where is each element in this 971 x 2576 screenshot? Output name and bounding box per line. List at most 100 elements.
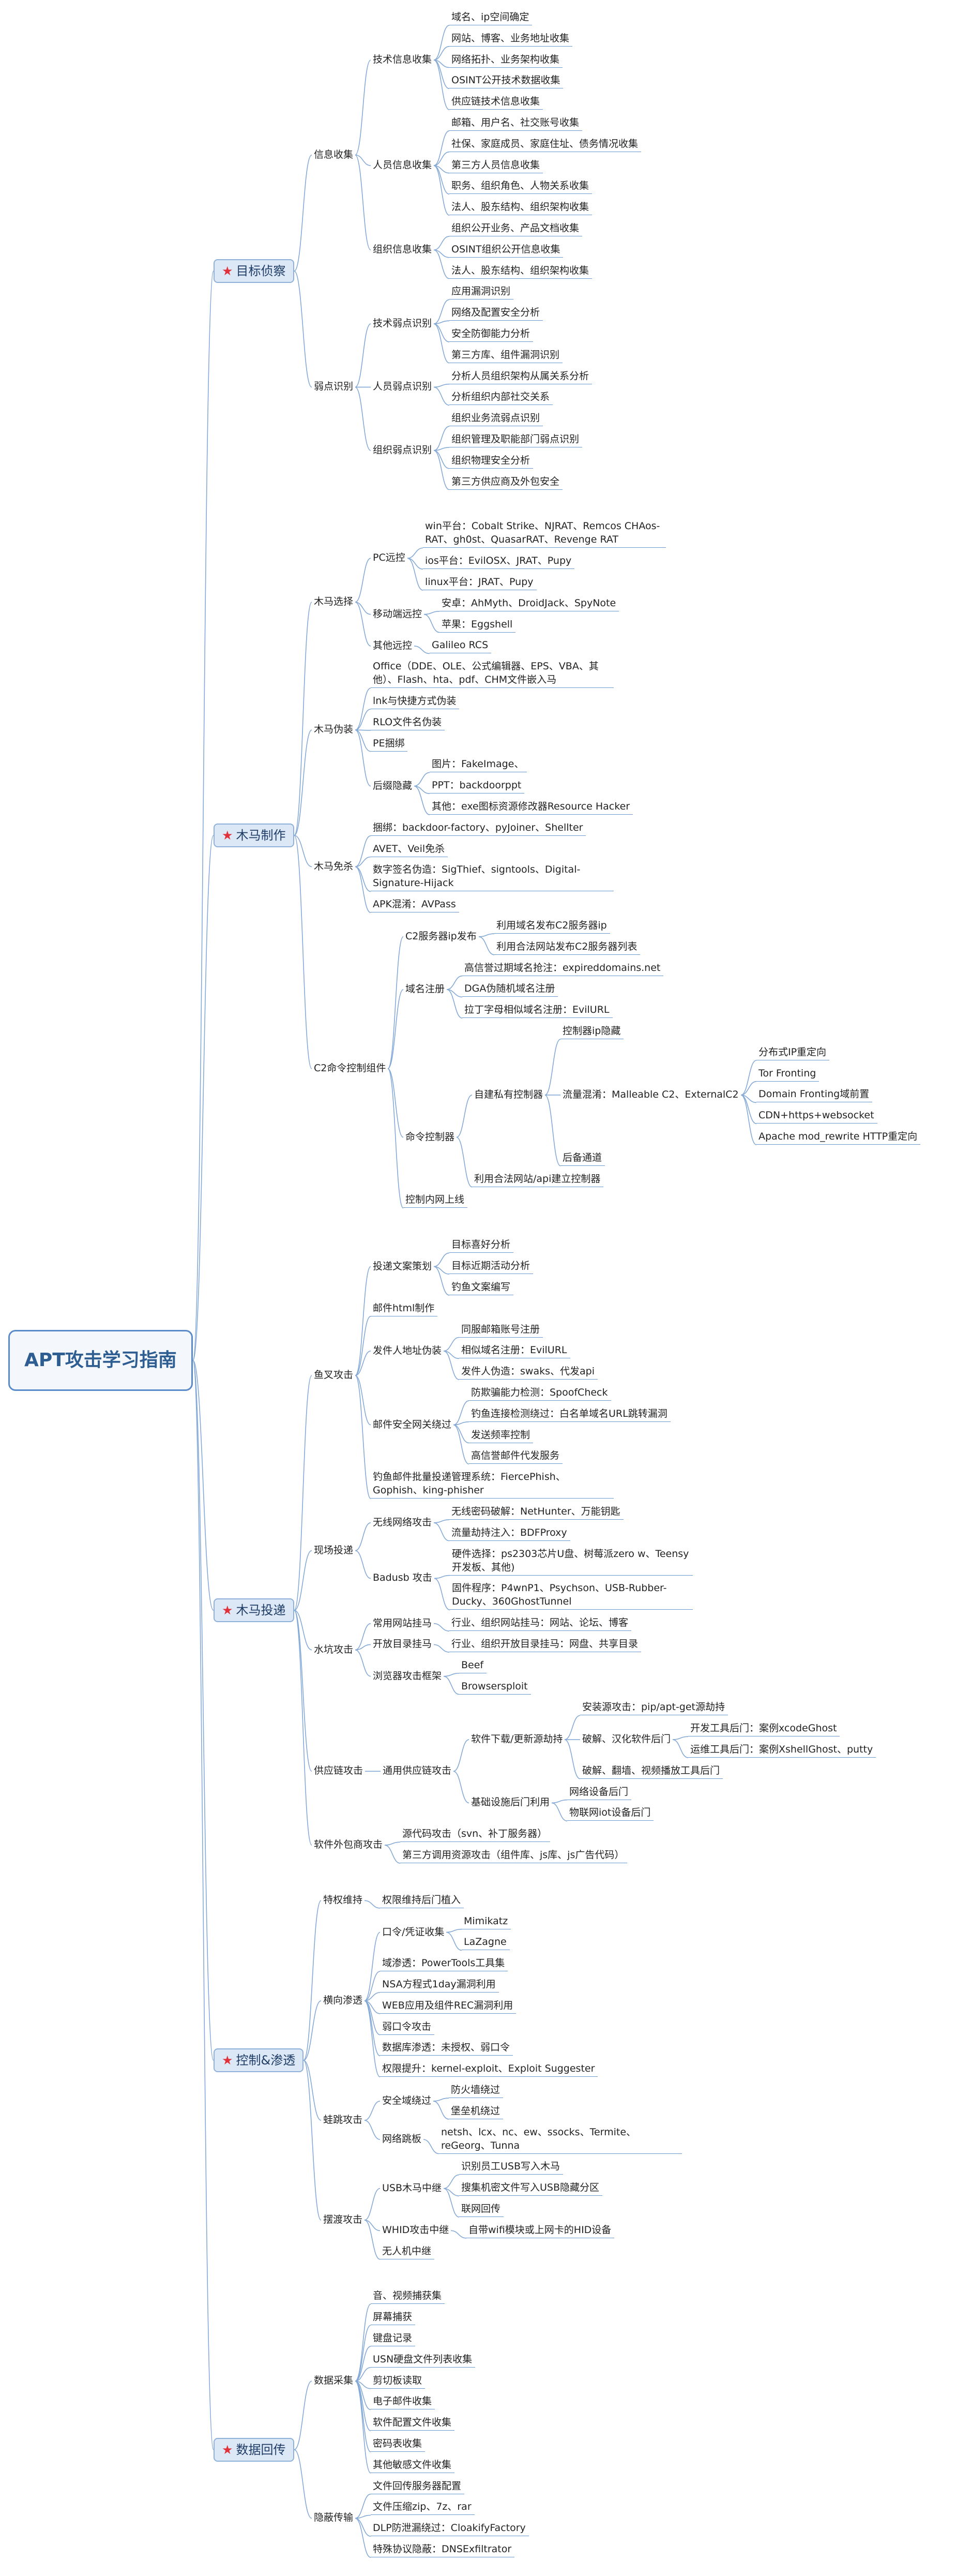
connector <box>446 975 463 990</box>
leaf-node: USN硬盘文件列表收集 <box>371 2353 476 2368</box>
connector <box>456 1095 473 1138</box>
topic-node: 木马免杀 <box>314 860 354 872</box>
leaf-node: Tor Fronting <box>756 1067 820 1082</box>
leaf-node: AVET、Veil免杀 <box>371 842 448 857</box>
connector <box>355 558 371 603</box>
leaf-node: 无线密码破解：NetHunter、万能钥匙 <box>449 1505 624 1520</box>
connector <box>355 323 371 388</box>
leaf-node: 组织物理安全分析 <box>449 454 534 469</box>
topic-node: 横向渗透 <box>323 1995 363 2006</box>
connector <box>423 2139 439 2154</box>
connector <box>740 1095 757 1145</box>
topic-node: 组织信息收集 <box>373 244 432 256</box>
connector <box>355 154 371 166</box>
topic-node: PC远控 <box>373 552 405 564</box>
connector <box>355 2346 371 2382</box>
topic-node: 供应链攻击 <box>314 1765 363 1777</box>
leaf-node: 防欺骗能力检测：SpoofCheck <box>469 1386 611 1401</box>
connector <box>740 1081 757 1096</box>
leaf-node: 拉丁字母相似域名注册：EvilURL <box>462 1003 613 1019</box>
leaf-node: 钓鱼文案编写 <box>449 1280 514 1295</box>
connector <box>364 2120 381 2140</box>
leaf-node: 网络及配置安全分析 <box>449 306 543 321</box>
topic-node: 流量混淆：Malleable C2、ExternalC2 <box>563 1088 739 1100</box>
leaf-node: 利用合法网站发布C2服务器列表 <box>494 940 641 955</box>
leaf-node: 文件回传服务器配置 <box>371 2479 465 2494</box>
connector <box>294 1610 312 1651</box>
connector <box>355 687 371 731</box>
leaf-node: 数据库渗透：未授权、弱口令 <box>380 2041 513 2056</box>
connector <box>453 1421 469 1426</box>
connector <box>433 1644 450 1653</box>
leaf-node: 邮箱、用户名、社交账号收集 <box>449 116 583 131</box>
leaf-node: 密码表收集 <box>371 2437 426 2452</box>
leaf-node: 控制器ip隐藏 <box>560 1024 624 1040</box>
leaf-node: 其他敏感文件收集 <box>371 2458 455 2473</box>
leaf-node: 源代码攻击（svn、补丁服务器） <box>400 1827 551 1843</box>
connector <box>355 709 371 731</box>
connector <box>294 729 312 836</box>
leaf-node: RLO文件名伪装 <box>371 715 445 730</box>
topic-node: 鱼叉攻击 <box>314 1369 354 1381</box>
connector <box>433 165 450 216</box>
leaf-node: 安装源攻击：pip/apt-get源劫持 <box>580 1700 729 1716</box>
leaf-node: 钓鱼连接检测绕过：白名单域名URL跳转漏洞 <box>469 1407 671 1422</box>
connector <box>478 933 495 937</box>
leaf-node: OSINT公开技术数据收集 <box>449 73 564 89</box>
branch-node: 木马制作 <box>214 823 294 847</box>
connector <box>355 1623 371 1651</box>
leaf-node: 开发工具后门：案例xcodeGhost <box>688 1721 840 1737</box>
leaf-node: 组织管理及职能部门弱点识别 <box>449 432 583 447</box>
leaf-node: PE捆绑 <box>371 737 408 752</box>
leaf-node: NSA方程式1day漏洞利用 <box>380 1978 499 1993</box>
leaf-node: 捆绑：backdoor-factory、pyJoiner、Shellter <box>371 821 586 836</box>
connector <box>355 729 371 787</box>
leaf-node: 自带wifi模块或上网卡的HID设备 <box>466 2223 615 2238</box>
connector <box>355 602 371 647</box>
connector <box>453 1400 469 1426</box>
connector <box>387 1068 404 1138</box>
connector <box>564 1715 581 1740</box>
topic-node: 通用供应链攻击 <box>383 1765 452 1777</box>
leaf-node: 屏幕捕获 <box>371 2310 416 2326</box>
connector <box>294 1610 312 1846</box>
topic-node: 命令控制器 <box>405 1131 455 1143</box>
topic-node: 发件人地址伪装 <box>373 1344 442 1356</box>
leaf-node: 域渗透：PowerTools工具集 <box>380 1956 508 1972</box>
leaf-node: WEB应用及组件REC漏洞利用 <box>380 1999 517 2014</box>
leaf-node: 目标喜好分析 <box>449 1238 514 1253</box>
connector <box>740 1060 757 1096</box>
leaf-node: 目标近期活动分析 <box>449 1259 534 1275</box>
connector <box>434 1575 450 1579</box>
connector <box>355 1522 371 1551</box>
leaf-node: 组织公开业务、产品文档收集 <box>449 221 583 236</box>
connector <box>443 2188 460 2218</box>
branch-node: 木马投递 <box>214 1598 294 1623</box>
leaf-node: 钓鱼邮件批量投递管理系统：FiercePhish、Gophish、king-ph… <box>371 1470 614 1499</box>
leaf-node: netsh、lcx、nc、ew、ssocks、Termite、reGeorg、T… <box>439 2125 682 2154</box>
branch-node: 控制&渗透 <box>214 2048 304 2073</box>
connector <box>355 1550 371 1579</box>
connector <box>433 130 450 166</box>
leaf-node: CDN+https+websocket <box>756 1109 877 1124</box>
leaf-node: 供应链技术信息收集 <box>449 95 543 110</box>
connector <box>433 2101 449 2120</box>
leaf-node: 分布式IP重定向 <box>756 1045 830 1060</box>
leaf-node: Office（DDE、OLE、公式编辑器、EPS、VBA、其他）、Flash、h… <box>371 660 614 688</box>
connector <box>364 2188 381 2221</box>
leaf-node: APK混淆：AVPass <box>371 897 459 913</box>
leaf-node: 社保、家庭成员、家庭住址、债务情况收集 <box>449 137 642 152</box>
connector <box>364 1900 381 1909</box>
leaf-node: 安全防御能力分析 <box>449 327 534 342</box>
leaf-node: 运维工具后门：案例XshellGhost、putty <box>688 1743 876 1758</box>
leaf-node: 第三方调用资源攻击（组件库、js库、js广告代码） <box>400 1848 628 1863</box>
connector <box>672 1739 689 1758</box>
connector <box>433 1522 450 1541</box>
topic-node: 组织弱点识别 <box>373 444 432 456</box>
connector <box>544 1039 561 1096</box>
topic-node: 技术信息收集 <box>373 54 432 65</box>
leaf-node: 流量劫持注入：BDFProxy <box>449 1526 570 1541</box>
connector <box>192 1360 214 2061</box>
